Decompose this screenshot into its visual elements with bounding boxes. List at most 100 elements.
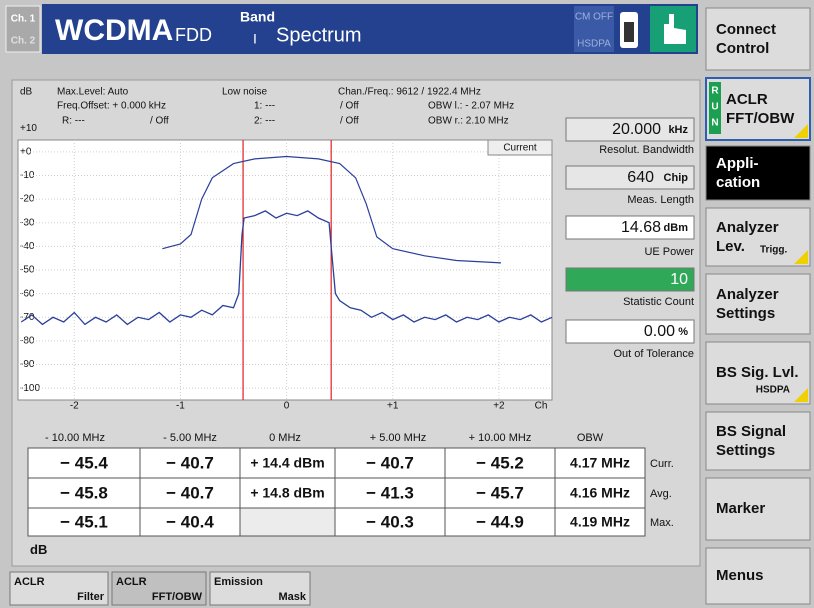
status-box <box>574 6 614 52</box>
softkey[interactable] <box>705 547 811 605</box>
x-tick-label: -2 <box>70 401 79 412</box>
table-value: − 45.1 <box>60 512 108 531</box>
readout-label: Resolut. Bandwidth <box>599 144 694 156</box>
x-tick-label: -1 <box>176 401 185 412</box>
tab[interactable] <box>209 571 311 606</box>
row-label: Avg. <box>650 488 672 500</box>
footnote: All Values in dB <box>30 542 47 557</box>
readout-box <box>565 117 695 142</box>
trace <box>162 155 502 264</box>
y-unit: dB <box>20 87 33 98</box>
table-value: − 40.3 <box>366 512 414 531</box>
column-header: OBW <box>577 432 604 444</box>
softkey[interactable] <box>705 7 811 71</box>
info-text: Freq.Offset: + 0.000 kHz <box>57 101 166 112</box>
column-header: - 10.00 MHz <box>45 432 105 444</box>
table-value: − 40.7 <box>166 453 214 472</box>
y-tick-label: +0 <box>20 146 32 157</box>
table-cell <box>139 447 241 479</box>
info-text: R: --- <box>62 116 85 127</box>
softkey[interactable] <box>705 145 811 201</box>
table-value: − 45.2 <box>476 453 524 472</box>
column-header: + 5.00 MHz <box>370 432 427 444</box>
column-header: 0 MHz <box>269 432 301 444</box>
tab-label: FFT/OBW <box>152 591 203 603</box>
x-tick-label: 0 <box>284 401 290 412</box>
run-indicator <box>709 82 721 134</box>
trace <box>20 210 553 326</box>
softkey-label: Analyzer <box>716 219 779 236</box>
softkey-label: Analyzer <box>716 286 779 303</box>
table-value: − 44.9 <box>476 512 524 531</box>
table-cell <box>334 477 446 509</box>
x-unit: Ch <box>535 401 548 412</box>
row-label: Max. <box>650 517 674 529</box>
table-cell <box>554 507 646 537</box>
info-text: OBW l.: - 2.07 MHz <box>428 101 514 112</box>
softkey[interactable] <box>705 77 811 141</box>
readout-value: 640 <box>627 169 654 186</box>
table-value: − 40.7 <box>366 453 414 472</box>
corner-flag <box>794 388 808 402</box>
info-text: / Off <box>340 116 359 127</box>
readout-unit: % <box>678 326 688 338</box>
table-value: + 14.4 dBm <box>250 455 324 471</box>
readout-value: 0.00 <box>644 323 675 340</box>
readout-value: 10 <box>670 271 688 288</box>
softkey[interactable] <box>705 411 811 471</box>
channel-1: Ch. 1 <box>11 14 36 25</box>
table-cell <box>239 447 336 479</box>
softkey-label: Settings <box>716 305 775 322</box>
softkey-sub: Trigg. <box>760 245 787 256</box>
tab[interactable] <box>111 571 207 606</box>
info-text: Low noise <box>222 87 267 98</box>
softkey-label: Settings <box>716 442 775 459</box>
channel-2: Ch. 2 <box>11 36 36 47</box>
softkey[interactable] <box>705 477 811 541</box>
table-cell <box>554 447 646 479</box>
hand-icon <box>664 14 686 44</box>
band: I <box>253 31 257 47</box>
mode: Spectrum <box>276 24 362 46</box>
table-value: − 45.8 <box>60 483 108 502</box>
y-tick-label: +10 <box>20 123 37 134</box>
softkey-label: BS Signal <box>716 423 786 440</box>
table-cell <box>444 477 556 509</box>
table-cell <box>334 507 446 537</box>
current-box <box>487 139 553 156</box>
table-value: + 14.8 dBm <box>250 485 324 501</box>
readout-value: 20.000 <box>612 121 661 138</box>
hsdpa-status: HSDPA <box>577 39 611 50</box>
info-text: 1: --- <box>254 101 275 112</box>
softkey-label: Control <box>716 40 769 57</box>
table-value: 4.17 MHz <box>570 455 630 471</box>
softkey-sub: HSDPA <box>756 385 790 396</box>
table-value: 4.16 MHz <box>570 485 630 501</box>
readout-value: 14.68 <box>621 219 661 236</box>
readout-unit: dBm <box>664 222 689 234</box>
readout-label: Out of Tolerance <box>613 348 694 360</box>
tab-label: Emission <box>214 576 263 588</box>
softkey-label: BS Sig. Lvl. <box>716 364 799 381</box>
softkey[interactable] <box>705 207 811 267</box>
x-tick-label: +2 <box>493 401 505 412</box>
info-text: Max.Level: Auto <box>57 87 129 98</box>
softkey-label: cation <box>716 174 760 191</box>
table-value: − 40.7 <box>166 483 214 502</box>
readout-box <box>565 215 695 240</box>
info-text: OBW r.: 2.10 MHz <box>428 116 509 127</box>
tab-label: ACLR <box>14 576 45 588</box>
tab[interactable] <box>9 571 109 606</box>
softkey[interactable] <box>705 273 811 335</box>
readout-label: UE Power <box>644 246 694 258</box>
softkey-label: Marker <box>716 500 765 517</box>
tab-label: ACLR <box>116 576 147 588</box>
readout-label: Statistic Count <box>623 296 694 308</box>
readout-box <box>565 165 695 190</box>
channel-box <box>5 5 41 53</box>
softkey[interactable] <box>705 341 811 405</box>
table-value: − 45.4 <box>60 453 108 472</box>
readout-box <box>565 267 695 292</box>
column-header: - 5.00 MHz <box>163 432 217 444</box>
